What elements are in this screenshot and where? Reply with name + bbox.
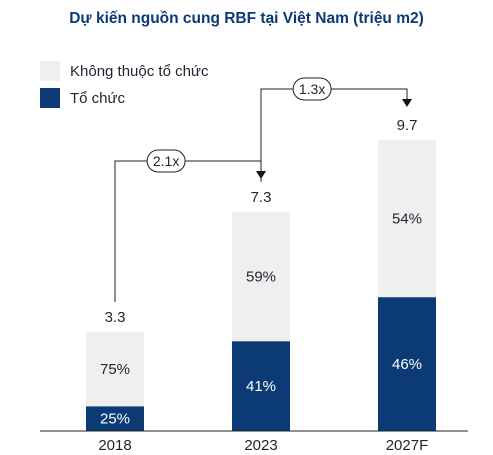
- chart-title: Dự kiến nguồn cung RBF tại Việt Nam (tri…: [69, 10, 424, 27]
- bar-segment-2023-to-chuc: [232, 341, 290, 431]
- segment-data-label: 75%: [100, 361, 130, 378]
- bar-segment-2018-to-chuc: [86, 406, 144, 431]
- growth-pill: [292, 77, 332, 101]
- legend-label: Không thuộc tổ chức: [70, 63, 209, 80]
- bar-total-label: 7.3: [251, 189, 272, 206]
- growth-connector: [260, 88, 408, 182]
- legend-swatch: [40, 61, 60, 81]
- segment-data-label: 25%: [100, 411, 130, 428]
- segment-data-label: 54%: [392, 211, 422, 228]
- growth-multiplier-label: 2.1x: [153, 153, 179, 169]
- down-arrow-icon: [402, 99, 412, 107]
- bar-total-label: 3.3: [105, 309, 126, 326]
- growth-annotations: 2.1x 1.3x: [114, 77, 412, 302]
- legend-swatch: [40, 88, 60, 108]
- legend-label: Tổ chức: [70, 90, 126, 107]
- bar-total-label: 9.7: [397, 117, 418, 134]
- segment-data-label: 41%: [246, 378, 276, 395]
- legend: Không thuộc tổ chức Tổ chức: [40, 61, 209, 108]
- segment-data-label: 46%: [392, 356, 422, 373]
- bar-segment-2027F-khong-thuoc-to-chuc: [378, 140, 436, 298]
- x-tick-label: 2023: [244, 437, 277, 454]
- bars: 25% 75% 3.3 2018 41% 59% 7.3 2023 46% 54% 9.7 2027F: [86, 117, 436, 454]
- x-tick-label: 2018: [98, 437, 131, 454]
- growth-pill: [146, 149, 186, 173]
- segment-data-label: 59%: [246, 269, 276, 286]
- bar-segment-2027F-to-chuc: [378, 297, 436, 431]
- bar-segment-2023-khong-thuoc-to-chuc: [232, 212, 290, 342]
- x-tick-label: 2027F: [386, 437, 429, 454]
- bar-segment-2018-khong-thuoc-to-chuc: [86, 332, 144, 407]
- growth-multiplier-label: 1.3x: [299, 81, 325, 97]
